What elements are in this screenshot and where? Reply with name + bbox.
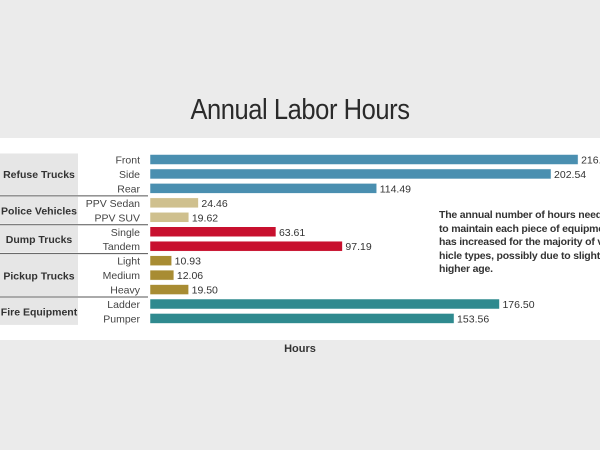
bar <box>149 269 175 281</box>
bar <box>149 212 190 223</box>
data-label: 12.06 <box>177 270 203 282</box>
data-label: 97.19 <box>345 241 371 253</box>
data-label: 114.49 <box>380 183 411 195</box>
bar <box>149 313 455 324</box>
group-label: Dump Trucks <box>6 234 73 246</box>
category-label: PPV SUV <box>94 212 140 224</box>
data-label: 216. <box>581 155 600 167</box>
chart-title: Annual Labor Hours <box>190 94 410 126</box>
data-label: 153.56 <box>457 313 489 325</box>
group-label: Police Vehicles <box>1 205 77 217</box>
bar <box>149 168 552 180</box>
bar <box>149 255 172 266</box>
annotation-line: The annual number of hours needed <box>439 209 600 221</box>
category-label: Heavy <box>110 285 141 297</box>
category-label: Side <box>119 169 140 181</box>
bar <box>149 226 277 237</box>
group-label: Pickup Trucks <box>3 270 74 282</box>
bar <box>149 183 377 194</box>
data-label: 63.61 <box>279 227 305 239</box>
group-band <box>0 254 78 296</box>
x-axis-label: Hours <box>284 343 316 355</box>
annotation-line: higher age. <box>439 263 493 275</box>
data-label: 24.46 <box>201 198 227 210</box>
bar <box>149 240 343 252</box>
data-label: 10.93 <box>175 256 201 268</box>
bar <box>149 298 500 310</box>
group-band <box>0 196 78 224</box>
category-label: Rear <box>117 183 140 195</box>
category-label: Ladder <box>107 299 140 311</box>
category-label: Single <box>111 227 140 239</box>
group-label: Fire Equipment <box>1 306 78 318</box>
category-label: Pumper <box>103 313 140 325</box>
data-label: 202.54 <box>554 169 586 181</box>
annotation-line: hicle types, possibly due to slightly <box>439 249 600 262</box>
data-label: 19.50 <box>192 285 218 297</box>
group-label: Refuse Trucks <box>3 169 75 181</box>
annotation-line: has increased for the majority of ve- <box>439 236 600 248</box>
category-label: Tandem <box>103 241 141 253</box>
annotation-line: to maintain each piece of equipment <box>439 222 600 235</box>
group-band <box>0 298 78 325</box>
data-label: 176.50 <box>502 299 534 311</box>
bar <box>149 284 189 295</box>
category-label: Front <box>115 155 140 167</box>
chart-annotation: The annual number of hours needed to mai… <box>439 209 600 277</box>
bar <box>149 197 199 209</box>
group-band <box>0 153 78 195</box>
bar <box>149 154 579 165</box>
category-label: Light <box>117 256 140 268</box>
group-band <box>0 225 78 253</box>
data-label: 19.62 <box>192 212 218 224</box>
category-label: PPV Sedan <box>86 198 140 210</box>
category-label: Medium <box>103 270 141 282</box>
